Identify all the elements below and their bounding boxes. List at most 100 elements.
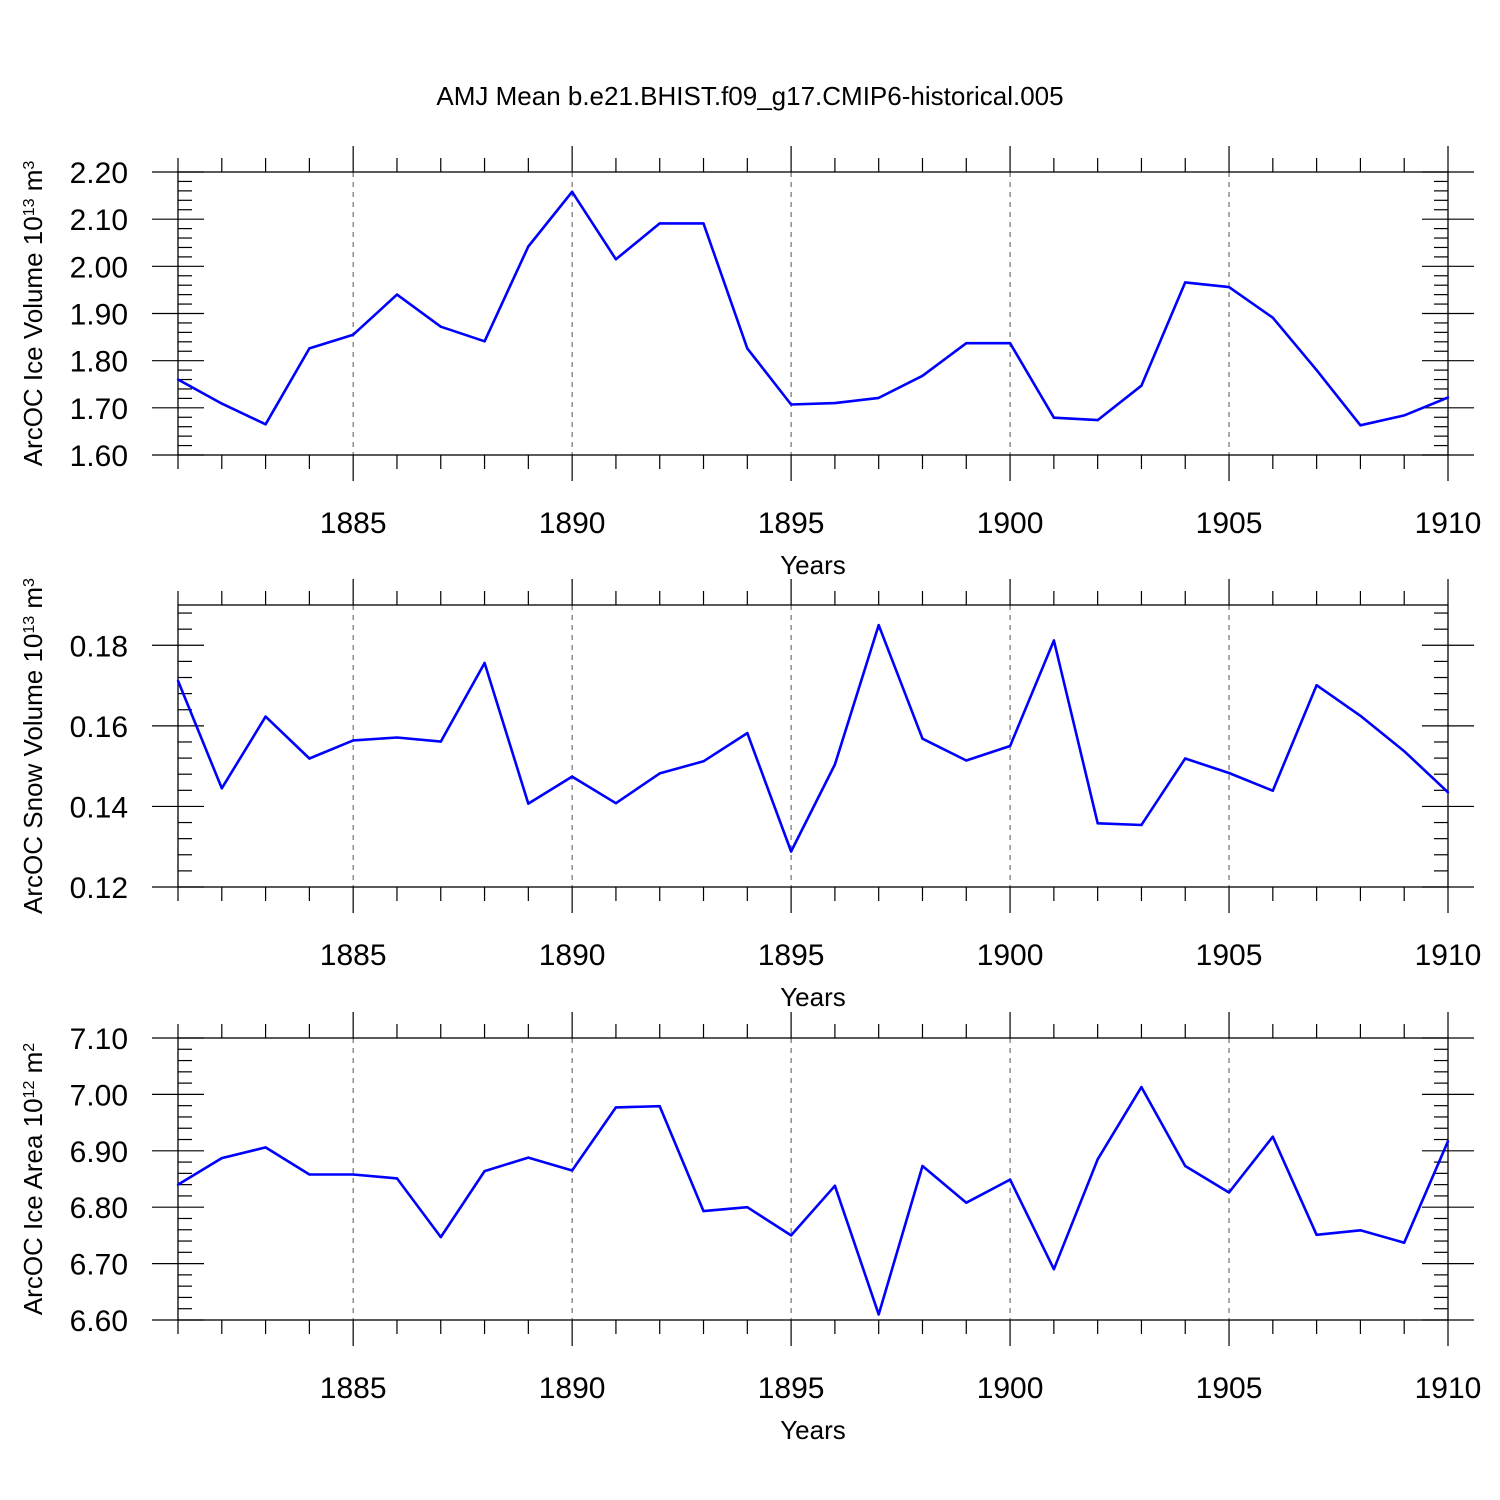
data-point (833, 763, 837, 766)
y-axis-title-unit-exponent: 3 (21, 161, 38, 170)
data-point (1184, 1164, 1187, 1168)
x-axis-title: Years (780, 550, 846, 580)
y-axis-title: ArcOC Ice Area 1012 m2 (18, 1043, 48, 1315)
y-tick-label: 6.60 (70, 1305, 128, 1338)
data-point (746, 1206, 749, 1209)
plot-frame (177, 604, 1449, 888)
y-tick-label: 6.70 (70, 1249, 128, 1282)
data-point (1008, 1178, 1012, 1181)
data-point (395, 1177, 399, 1180)
data-point (220, 1156, 223, 1160)
x-tick-label: 1890 (539, 1372, 606, 1405)
data-point (1271, 789, 1275, 792)
y-tick-label: 2.10 (70, 204, 128, 237)
data-point (483, 340, 486, 343)
data-point (1052, 416, 1056, 419)
x-tick-label: 1885 (320, 939, 387, 972)
data-point (176, 378, 180, 381)
plot-frame (177, 1037, 1449, 1321)
data-point (702, 222, 705, 225)
data-point (789, 1234, 793, 1237)
chart-panel-ice-volume: 1.60 1.70 1.80 1.90 2.00 2.10 2.20 1885 1890 1895… (18, 146, 1481, 580)
plot-frame (177, 171, 1449, 456)
y-axis-title-unit: m (18, 1052, 48, 1081)
x-tick-label: 1890 (539, 507, 606, 540)
data-point (702, 760, 705, 763)
data-point (614, 1106, 618, 1109)
data-point (921, 374, 924, 377)
data-point (789, 850, 793, 853)
data-point (1446, 396, 1450, 399)
data-point (1227, 1191, 1231, 1194)
data-series-line (176, 623, 1449, 853)
data-point (1140, 823, 1143, 827)
data-series-line (177, 1085, 1450, 1316)
y-tick-label: 1.90 (70, 299, 128, 332)
data-point (1008, 342, 1012, 345)
y-tick-label: 0.16 (70, 711, 128, 744)
data-point (570, 1169, 574, 1172)
data-point (1315, 683, 1318, 687)
data-point (351, 1173, 355, 1176)
x-tick-label: 1910 (1415, 507, 1482, 540)
y-tick-label: 0.12 (70, 872, 128, 905)
x-tick-label: 1885 (320, 1372, 387, 1405)
y-axis-title-exponent: 13 (21, 616, 38, 634)
x-tick-label: 1895 (758, 1372, 825, 1405)
data-point (264, 423, 267, 426)
data-point (1052, 639, 1056, 642)
data-point (176, 1183, 180, 1186)
data-point (1446, 791, 1450, 794)
x-tick-label: 1905 (1196, 507, 1263, 540)
y-tick-label: 6.90 (70, 1136, 128, 1169)
data-point (1184, 281, 1187, 284)
data-point (658, 1105, 661, 1108)
data-point (965, 759, 968, 762)
data-point (658, 222, 661, 225)
data-point (527, 1156, 530, 1159)
x-tick-label: 1895 (758, 507, 825, 540)
x-tick-label: 1890 (539, 939, 606, 972)
data-point (176, 679, 180, 682)
y-axis-title-unit: m (18, 170, 48, 199)
data-point (264, 1146, 267, 1149)
x-tick-label: 1900 (977, 1372, 1044, 1405)
data-point (702, 1209, 705, 1213)
data-point (877, 396, 880, 400)
data-point (308, 757, 311, 760)
data-point (1184, 757, 1187, 760)
data-point (877, 623, 880, 627)
data-point (658, 772, 661, 775)
y-tick-label: 1.70 (70, 393, 128, 426)
y-axis-title: ArcOC Snow Volume 1013 m3 (18, 578, 48, 914)
data-point (1096, 1158, 1099, 1161)
y-tick-label: 0.18 (70, 630, 128, 663)
data-point (1359, 424, 1362, 427)
data-point (614, 258, 618, 261)
data-point (746, 347, 749, 350)
figure-title: AMJ Mean b.e21.BHIST.f09_g17.CMIP6-histo… (436, 81, 1063, 111)
y-tick-label: 0.14 (70, 791, 128, 824)
data-point (395, 736, 399, 739)
y-axis-title-main: ArcOC Snow Volume 10 (18, 634, 48, 914)
y-axis-title-unit-exponent: 3 (21, 578, 38, 587)
data-point (1140, 384, 1143, 387)
x-tick-label: 1900 (977, 507, 1044, 540)
data-point (1008, 744, 1012, 748)
data-point (1403, 1241, 1406, 1244)
data-point (351, 739, 355, 742)
data-point (965, 342, 968, 345)
data-point (1315, 368, 1318, 372)
data-point (1140, 1085, 1143, 1089)
y-axis-title-exponent: 13 (21, 198, 38, 216)
y-axis-title-main: ArcOC Ice Area 10 (18, 1098, 48, 1315)
data-point (921, 1164, 924, 1168)
data-point (395, 293, 399, 296)
data-point (351, 333, 355, 336)
data-point (264, 715, 267, 718)
y-tick-label: 2.20 (70, 157, 128, 190)
y-axis-title: ArcOC Ice Volume 1013 m3 (18, 161, 48, 467)
y-tick-label: 1.80 (70, 346, 128, 379)
data-point (570, 775, 574, 778)
